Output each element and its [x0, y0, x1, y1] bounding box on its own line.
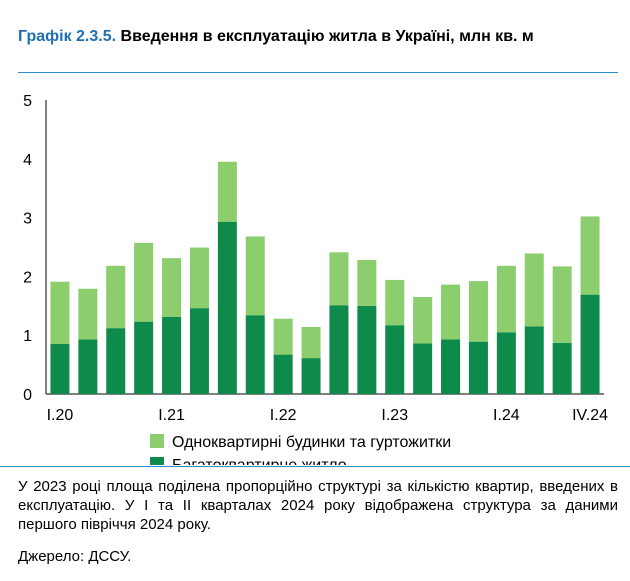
bar-single-family-II.20 [78, 288, 98, 340]
bar-multi-apartment-IV.23 [468, 341, 488, 394]
note-divider [0, 466, 630, 467]
bar-multi-apartment-II.22 [301, 358, 321, 394]
chart-source: Джерело: ДССУ. [18, 548, 132, 565]
chart-title-text: Введення в експлуатацію житла в Україні,… [116, 28, 534, 45]
bar-single-family-IV.20 [134, 242, 154, 322]
chart-note: У 2023 році площа поділена пропорційно с… [18, 478, 618, 533]
x-tick-label: I.24 [493, 407, 520, 424]
bar-single-family-II.22 [301, 326, 321, 359]
bar-single-family-I.22 [273, 318, 293, 355]
x-tick-label: I.21 [158, 407, 185, 424]
bar-multi-apartment-II.23 [413, 343, 433, 394]
bar-single-family-I.21 [162, 258, 182, 317]
legend-swatch [150, 434, 164, 448]
bar-single-family-I.23 [385, 279, 405, 326]
bar-multi-apartment-IV.20 [134, 321, 154, 394]
bar-multi-apartment-I.24 [496, 332, 516, 394]
bar-multi-apartment-II.20 [78, 339, 98, 394]
x-tick-label: I.23 [381, 407, 408, 424]
x-tick-label: I.20 [47, 407, 74, 424]
bar-multi-apartment-II.24 [524, 326, 544, 394]
y-tick-label: 2 [23, 269, 32, 286]
bar-single-family-II.21 [189, 247, 209, 309]
bar-single-family-II.23 [413, 296, 433, 344]
legend-swatch [150, 457, 164, 465]
bar-multi-apartment-III.23 [441, 339, 461, 394]
bar-multi-apartment-II.21 [189, 308, 209, 394]
bar-single-family-IV.23 [468, 281, 488, 342]
bar-single-family-IV.22 [357, 259, 377, 306]
legend-label: Одноквартирні будинки та гуртожитки [172, 434, 451, 451]
bar-single-family-II.24 [524, 253, 544, 327]
bar-single-family-I.20 [50, 281, 70, 345]
chart-title: Графік 2.3.5. Введення в експлуатацію жи… [18, 27, 618, 47]
stacked-bar-chart: 0 1 2 3 4 5 I.20 I.21 I.22 I.23 I.24 IV.24 Однокварт… [23, 93, 608, 465]
bar-multi-apartment-I.21 [162, 316, 182, 394]
bar-single-family-IV.21 [245, 236, 265, 316]
bar-single-family-III.24 [552, 266, 572, 343]
y-tick-label: 0 [23, 387, 32, 404]
bar-single-family-III.20 [106, 265, 126, 329]
top-divider [18, 72, 618, 73]
y-tick-label: 5 [23, 93, 32, 110]
legend-label: Багатоквартирне житло [172, 457, 347, 465]
bar-multi-apartment-IV.22 [357, 305, 377, 394]
chart-number: Графік 2.3.5. [18, 28, 117, 45]
bar-multi-apartment-I.23 [385, 325, 405, 394]
bar-multi-apartment-I.20 [50, 344, 70, 394]
bar-single-family-III.21 [217, 161, 237, 222]
bar-single-family-III.22 [329, 252, 349, 306]
bar-multi-apartment-I.22 [273, 354, 293, 394]
bar-multi-apartment-III.20 [106, 328, 126, 394]
y-tick-label: 1 [23, 328, 32, 345]
bar-single-family-III.23 [441, 284, 461, 340]
bar-multi-apartment-III.21 [217, 221, 237, 394]
y-tick-label: 3 [23, 211, 32, 228]
bar-multi-apartment-IV.21 [245, 315, 265, 394]
bar-multi-apartment-III.24 [552, 342, 572, 394]
bar-multi-apartment-IV.24 [580, 294, 600, 394]
x-tick-label: I.22 [270, 407, 297, 424]
bar-single-family-I.24 [496, 265, 516, 333]
bar-multi-apartment-III.22 [329, 305, 349, 394]
y-tick-label: 4 [23, 152, 32, 169]
x-tick-label: IV.24 [572, 407, 608, 424]
bar-single-family-IV.24 [580, 216, 600, 295]
